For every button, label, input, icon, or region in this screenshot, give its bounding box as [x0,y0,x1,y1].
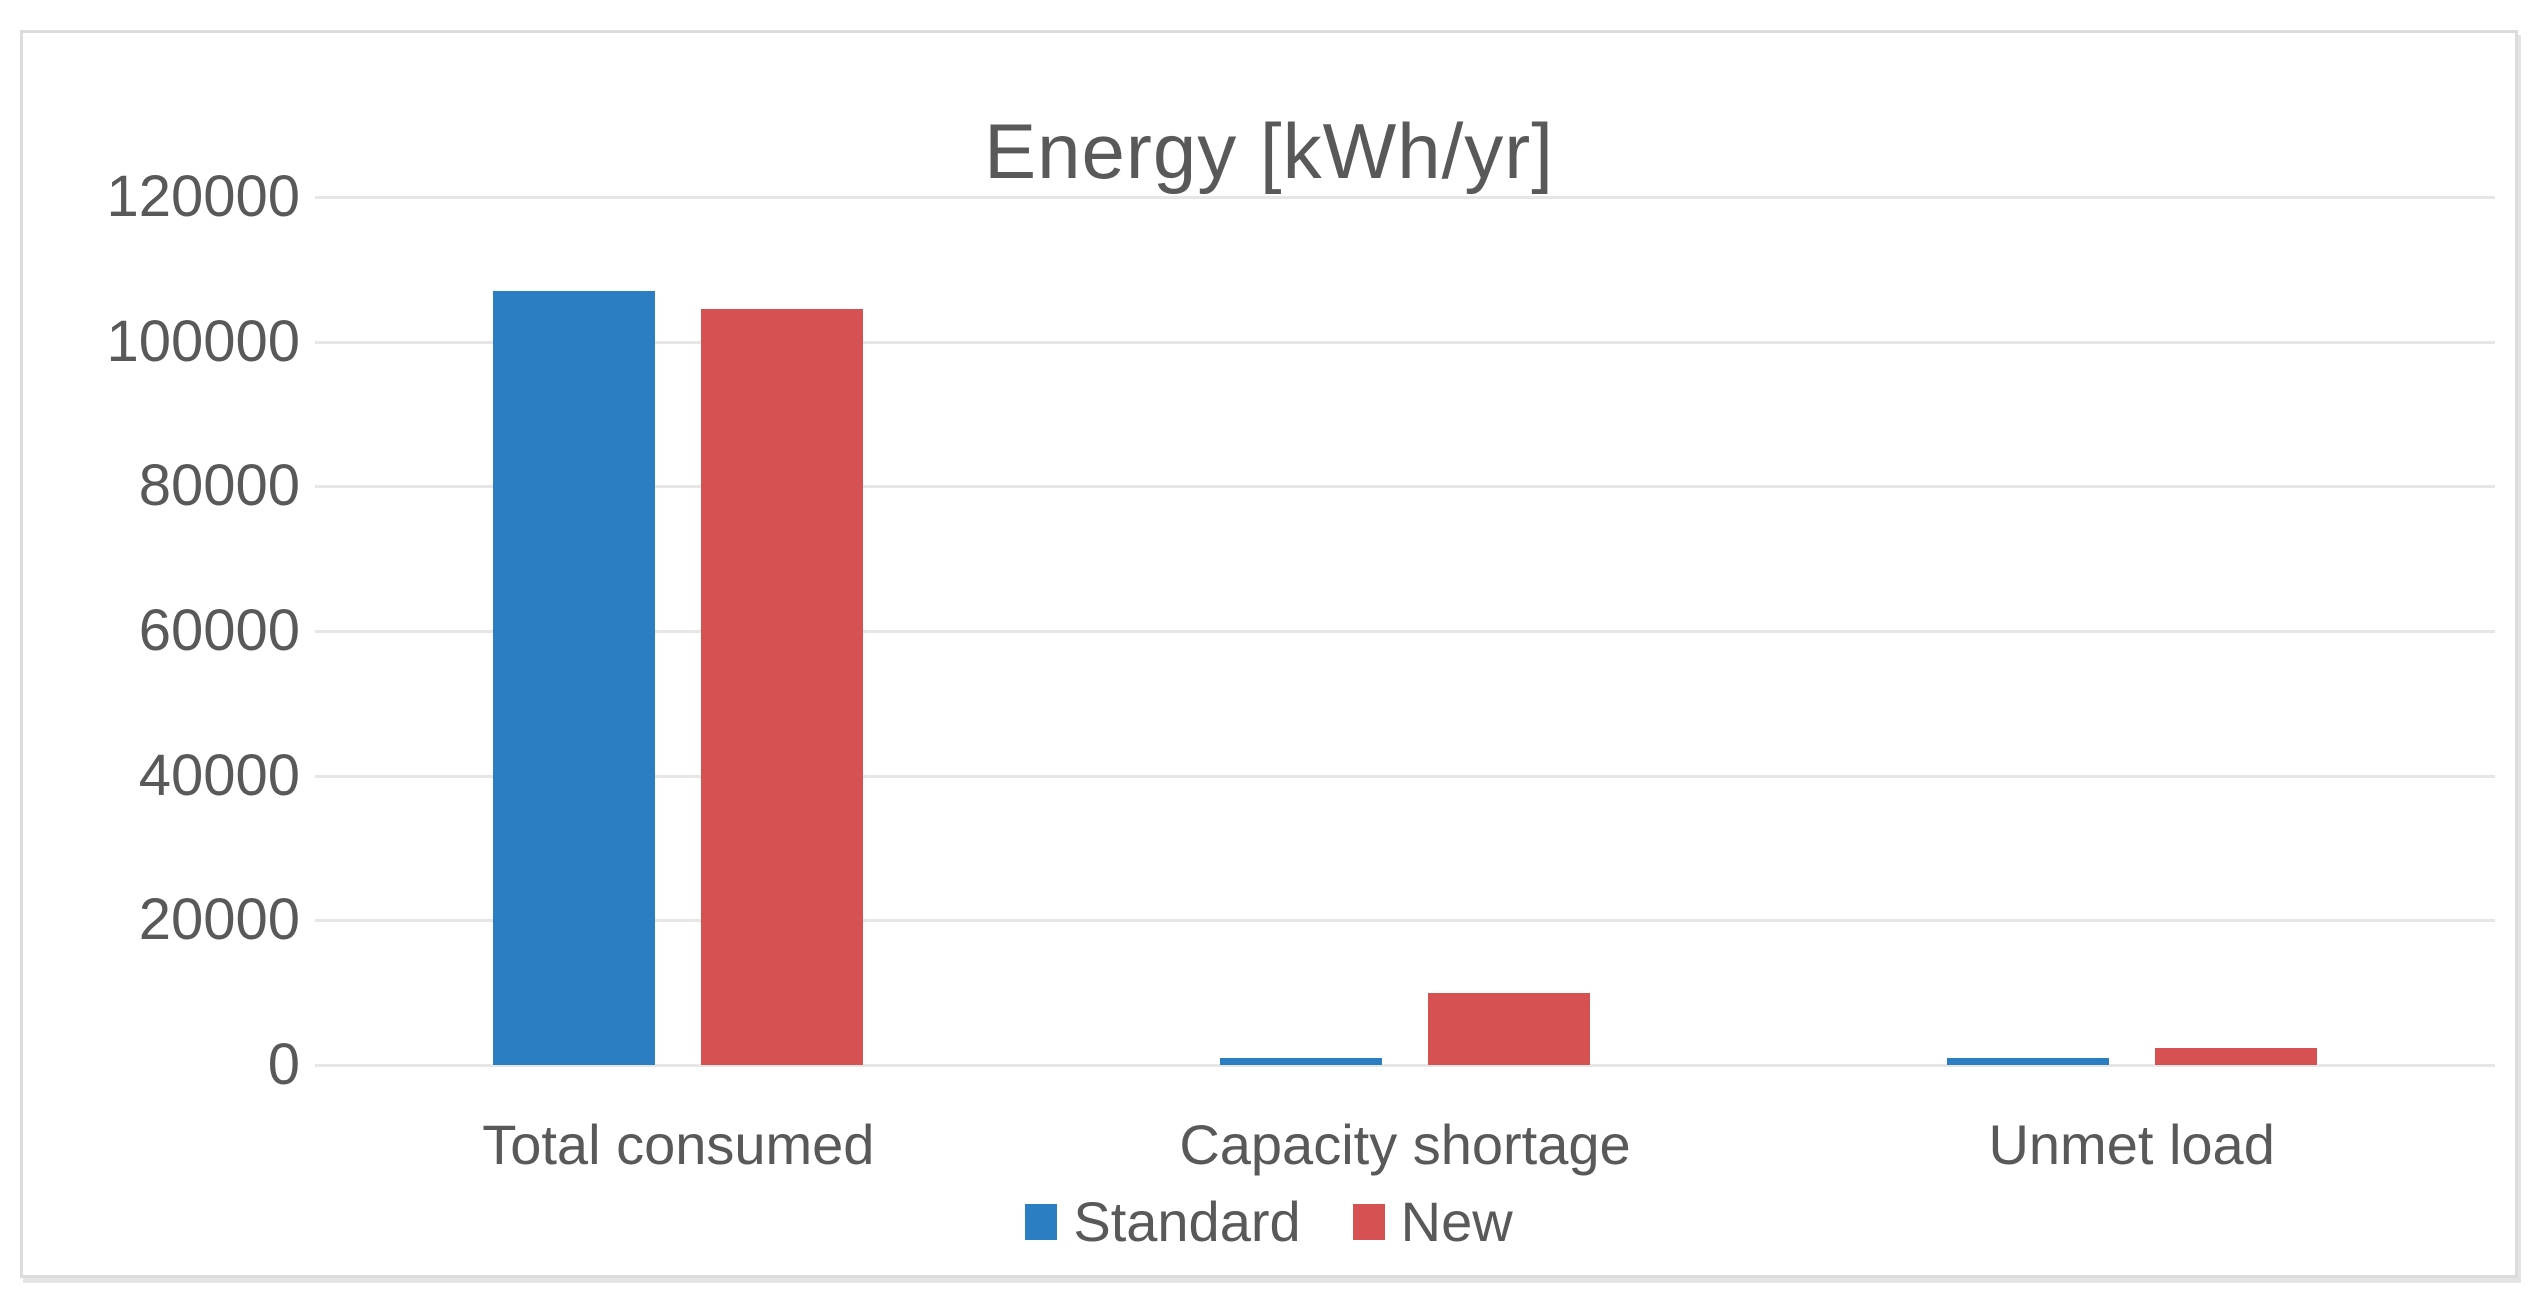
y-tick-label-60000: 60000 [138,598,300,663]
gridline-0 [315,1064,2495,1067]
x-label-unmet-load: Unmet load [1988,1113,2275,1176]
legend: Standard New [23,1191,2515,1253]
legend-swatch-icon [1352,1203,1385,1240]
x-label-total-consumed: Total consumed [482,1113,875,1176]
y-tick-label-100000: 100000 [106,308,300,374]
y-tick-label-120000: 120000 [106,164,300,229]
y-tick-label-80000: 80000 [138,453,300,519]
gridline-20000 [315,919,2495,923]
gridline-80000 [315,485,2495,489]
gridline-120000 [315,196,2495,199]
y-tick-label-20000: 20000 [138,887,300,953]
legend-swatch-icon [1025,1203,1058,1240]
legend-item-new: New [1352,1190,1513,1253]
x-label-capacity-shortage: Capacity shortage [1179,1113,1631,1176]
bar-standard-capacity-shortage [1220,1057,1382,1065]
y-tick-label-0: 0 [267,1032,300,1097]
legend-label: Standard [1073,1190,1301,1253]
legend-item-standard: Standard [1025,1190,1301,1253]
y-tick-label-40000: 40000 [138,742,300,808]
gridline-40000 [315,774,2495,778]
bar-new-unmet-load [2154,1048,2317,1065]
chart-frame: Energy [kWh/yr] 0 20000 40000 60000 80000 100… [20,30,2518,1278]
gridline-100000 [315,340,2495,344]
bar-new-capacity-shortage [1428,992,1590,1065]
chart-title: Energy [kWh/yr] [984,107,1554,195]
legend-label: New [1400,1190,1513,1253]
bar-new-total-consumed [701,309,864,1065]
bar-standard-total-consumed [493,291,656,1065]
bar-standard-unmet-load [1946,1057,2109,1065]
gridline-60000 [315,630,2495,633]
